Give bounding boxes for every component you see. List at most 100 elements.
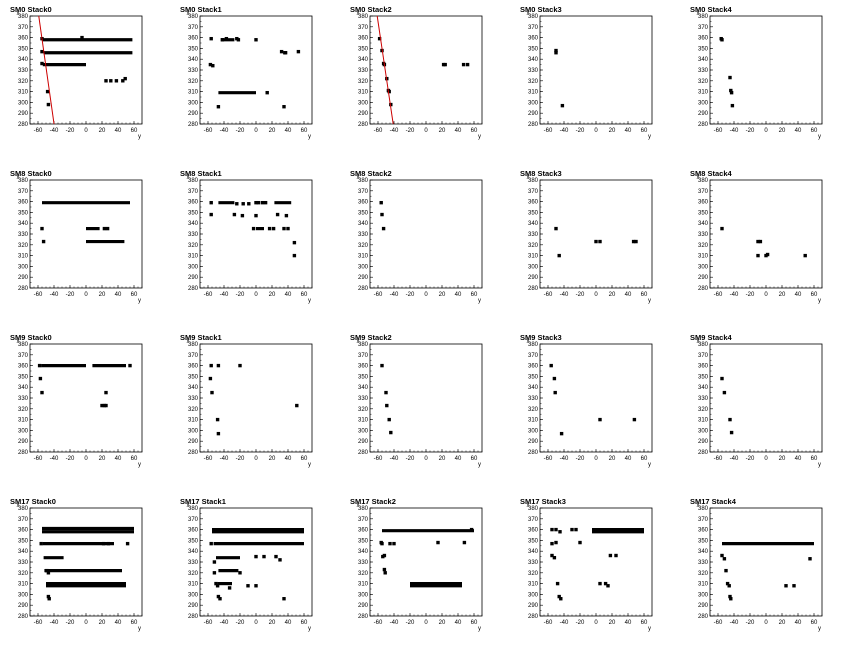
y-tick-label: 360 <box>528 200 539 206</box>
x-tick-label: 40 <box>115 456 122 462</box>
y-tick-label: 350 <box>698 210 709 216</box>
x-tick-label: 20 <box>269 620 276 626</box>
x-tick-label: 20 <box>99 620 106 626</box>
data-point <box>724 568 728 573</box>
y-tick-label: 340 <box>188 385 199 391</box>
data-point <box>461 62 466 67</box>
data-point <box>214 581 218 586</box>
y-axis-label: x <box>527 175 530 181</box>
data-point <box>392 541 396 546</box>
y-tick-label: 280 <box>528 450 539 456</box>
data-layer <box>719 36 735 108</box>
y-tick-label: 320 <box>18 243 29 249</box>
x-tick-label: -40 <box>50 456 59 462</box>
data-point <box>40 61 44 66</box>
data-point <box>40 226 44 231</box>
chart-plot: 280 290 300 310 320 330 340 350 360 370 380 -60 -40 -… <box>357 11 483 140</box>
y-tick-label: 290 <box>528 111 539 117</box>
panel-title: SM8 Stack0 <box>10 169 52 178</box>
x-tick-label: -20 <box>576 620 585 626</box>
panel-title: SM17 Stack1 <box>180 497 226 506</box>
data-point <box>559 597 563 601</box>
y-tick-label: 300 <box>358 264 369 270</box>
x-tick-label: -60 <box>34 292 43 298</box>
y-tick-label: 380 <box>18 342 29 348</box>
data-point <box>722 557 727 561</box>
data-layer <box>376 16 470 124</box>
y-tick-label: 350 <box>528 538 539 544</box>
x-axis-label: y <box>818 462 821 468</box>
x-axis-label: y <box>648 462 651 468</box>
y-tick-label: 340 <box>18 221 29 227</box>
x-tick-label: 20 <box>779 128 786 134</box>
x-tick-label: -40 <box>560 292 569 298</box>
panel-title: SM8 Stack4 <box>690 169 732 178</box>
y-tick-label: 350 <box>188 46 199 52</box>
y-tick-label: 280 <box>698 122 709 128</box>
x-tick-label: 60 <box>301 128 308 134</box>
x-tick-label: 0 <box>594 620 598 626</box>
data-point <box>232 212 237 217</box>
y-axis-label: x <box>527 503 530 509</box>
x-tick-label: 60 <box>641 456 648 462</box>
y-tick-label: 310 <box>528 418 539 424</box>
data-point <box>262 554 266 559</box>
data-layer <box>37 363 132 408</box>
y-tick-label: 370 <box>698 517 709 523</box>
x-tick-label: 40 <box>625 620 632 626</box>
x-tick-label: -20 <box>236 292 245 298</box>
data-point <box>756 239 760 244</box>
y-tick-label: 340 <box>528 57 539 63</box>
x-tick-label: 60 <box>131 620 138 626</box>
data-point <box>554 48 558 53</box>
y-tick-label: 330 <box>188 396 199 402</box>
plot-frame <box>199 343 313 453</box>
y-tick-label: 340 <box>188 221 199 227</box>
data-point <box>558 530 562 534</box>
x-tick-label: -60 <box>374 128 383 134</box>
data-point <box>729 597 733 601</box>
y-tick-label: 360 <box>528 528 539 534</box>
y-tick-label: 330 <box>528 68 539 74</box>
x-tick-label: 60 <box>471 620 478 626</box>
data-point <box>729 90 734 95</box>
data-layer <box>380 363 393 435</box>
y-tick-label: 360 <box>188 36 199 42</box>
y-tick-label: 320 <box>358 79 369 85</box>
data-point <box>554 540 558 545</box>
data-point <box>39 541 43 546</box>
y-tick-label: 290 <box>528 275 539 281</box>
x-tick-label: 20 <box>609 128 616 134</box>
x-tick-label: 40 <box>285 292 292 298</box>
y-tick-label: 320 <box>698 407 709 413</box>
x-tick-label: 0 <box>764 292 768 298</box>
y-tick-label: 350 <box>358 46 369 52</box>
x-tick-label: -60 <box>544 128 553 134</box>
data-point <box>379 200 383 205</box>
y-tick-label: 300 <box>18 264 29 270</box>
data-point <box>218 597 222 601</box>
x-tick-label: 0 <box>764 620 768 626</box>
y-tick-label: 310 <box>188 418 199 424</box>
y-tick-label: 330 <box>188 560 199 566</box>
plot-frame <box>369 179 483 289</box>
chart-plot: 280 290 300 310 320 330 340 350 360 370 380 -60 -40 -… <box>17 175 143 304</box>
data-point <box>730 103 735 108</box>
y-tick-label: 320 <box>528 243 539 249</box>
y-axis-label: x <box>187 503 190 509</box>
plot-frame <box>709 507 823 617</box>
y-tick-label: 370 <box>18 189 29 195</box>
y-tick-label: 280 <box>528 122 539 128</box>
y-tick-label: 380 <box>188 506 199 512</box>
y-tick-label: 370 <box>18 517 29 523</box>
chart-panel: 280 290 300 310 320 330 340 350 360 370 380 -60 -40 -… <box>170 492 340 656</box>
y-tick-label: 280 <box>188 450 199 456</box>
data-point <box>729 430 734 435</box>
data-point <box>211 63 215 68</box>
y-tick-label: 340 <box>698 57 709 63</box>
y-tick-label: 380 <box>528 506 539 512</box>
y-tick-label: 290 <box>698 603 709 609</box>
x-tick-label: 0 <box>594 456 598 462</box>
data-point <box>278 558 282 562</box>
x-tick-label: 20 <box>439 620 446 626</box>
